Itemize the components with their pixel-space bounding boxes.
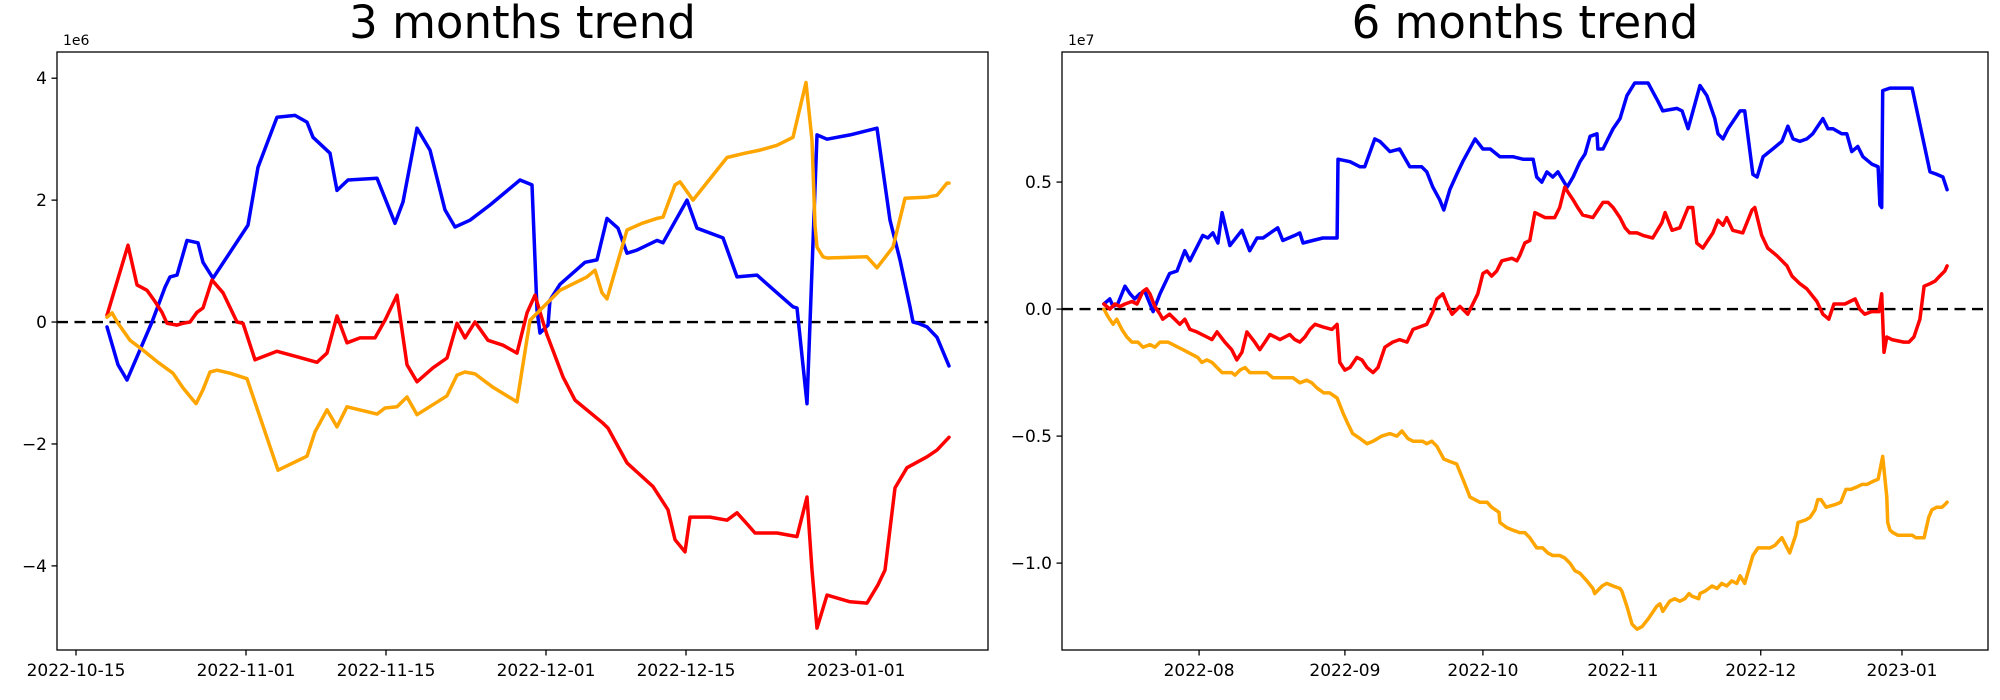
chart-title: 3 months trend bbox=[349, 0, 696, 49]
y-tick-label: 4 bbox=[36, 69, 47, 89]
axis-offset-label: 1e7 bbox=[1068, 33, 1094, 49]
x-tick-label: 2022-11 bbox=[1587, 661, 1658, 681]
series-red-line bbox=[1102, 185, 1949, 375]
x-tick-label: 2022-10 bbox=[1447, 661, 1518, 681]
x-tick-label: 2022-12-15 bbox=[637, 661, 736, 681]
x-tick-label: 2022-10-15 bbox=[27, 661, 126, 681]
series-blue-line bbox=[1102, 81, 1949, 314]
x-tick-label: 2022-09 bbox=[1309, 661, 1380, 681]
series-orange-line bbox=[1102, 307, 1949, 631]
y-tick-label: −1.0 bbox=[1011, 554, 1052, 574]
y-tick-label: 0.5 bbox=[1025, 173, 1052, 193]
chart-3-months-trend: 2022-10-15 2022-11-01 2022-11-15 2022-12-01… bbox=[22, 0, 989, 681]
x-tick-label: 2022-11-15 bbox=[337, 661, 436, 681]
x-tick-label: 2023-01 bbox=[1866, 661, 1937, 681]
series-red-line bbox=[105, 243, 951, 630]
x-tick-label: 2022-12-01 bbox=[497, 661, 596, 681]
y-tick-label: −0.5 bbox=[1011, 427, 1052, 447]
y-tick-label: 2 bbox=[36, 191, 47, 211]
series-orange-line bbox=[105, 80, 951, 472]
y-tick-label: 0 bbox=[36, 313, 47, 333]
y-tick-label: 0.0 bbox=[1025, 300, 1052, 320]
axes-spines bbox=[1061, 51, 1989, 651]
x-tick-label: 2022-11-01 bbox=[197, 661, 296, 681]
axis-offset-label: 1e6 bbox=[63, 33, 90, 49]
x-tick-label: 2023-01-01 bbox=[807, 661, 906, 681]
chart-6-months-trend: 2022-08 2022-09 2022-10 2022-11 2022-12 2023-… bbox=[1011, 0, 1989, 681]
x-tick-label: 2022-08 bbox=[1164, 661, 1235, 681]
series-blue-line bbox=[105, 113, 951, 406]
axes-spines bbox=[56, 51, 989, 651]
y-tick-label: −4 bbox=[22, 557, 47, 577]
chart-title: 6 months trend bbox=[1352, 0, 1699, 49]
x-tick-label: 2022-12 bbox=[1725, 661, 1796, 681]
y-tick-label: −2 bbox=[22, 435, 47, 455]
